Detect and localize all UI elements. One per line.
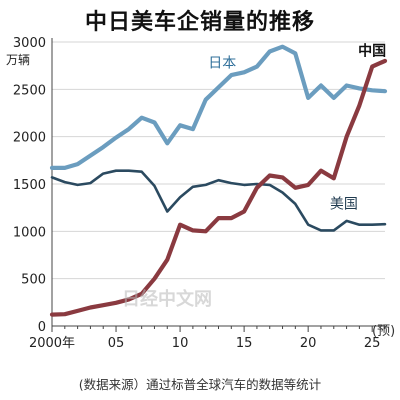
- y-tick-labels: 0 500 1000 1500 2000 2500 3000: [13, 36, 46, 335]
- x-tick-labels: 2000年 05 10 15 20 25: [29, 336, 381, 351]
- y-tick-label: 500: [21, 273, 46, 288]
- x-tick-label: 20: [300, 336, 317, 351]
- watermark-logo: 日经中文网: [122, 288, 212, 310]
- y-tick-label: 1500: [13, 178, 46, 193]
- gridlines: [52, 41, 385, 280]
- x-tick-label: 05: [108, 336, 125, 351]
- y-tick-label: 2000: [13, 131, 46, 146]
- y-axis-unit: 万辆: [6, 53, 31, 67]
- series-label-0: 日本: [208, 56, 236, 72]
- x-tick-label: 2000年: [29, 336, 75, 351]
- y-tick-label: 0: [38, 320, 46, 335]
- x-tick-label: 25: [364, 336, 381, 351]
- y-tick-label: 2500: [13, 83, 46, 98]
- watermark-text: 日经中文网: [122, 288, 212, 310]
- source-note: (数据来源）通过标普全球汽车的数据等统计: [78, 377, 322, 392]
- y-tick-label: 3000: [13, 36, 46, 51]
- x-tick-label: 15: [236, 336, 253, 351]
- series-line-2: [49, 58, 388, 317]
- series-line-0: [49, 44, 388, 170]
- series-label-2: 中国: [358, 42, 386, 59]
- x-tick-label: 10: [172, 336, 189, 351]
- forecast-annotation: (预): [372, 324, 395, 339]
- axes: [51, 38, 386, 332]
- chart-title: 中日美车企销量的推移: [84, 10, 315, 35]
- series-label-1: 美国: [330, 197, 358, 213]
- y-tick-label: 1000: [13, 225, 46, 240]
- series-line-1: [50, 169, 387, 232]
- series-lines: [49, 44, 388, 317]
